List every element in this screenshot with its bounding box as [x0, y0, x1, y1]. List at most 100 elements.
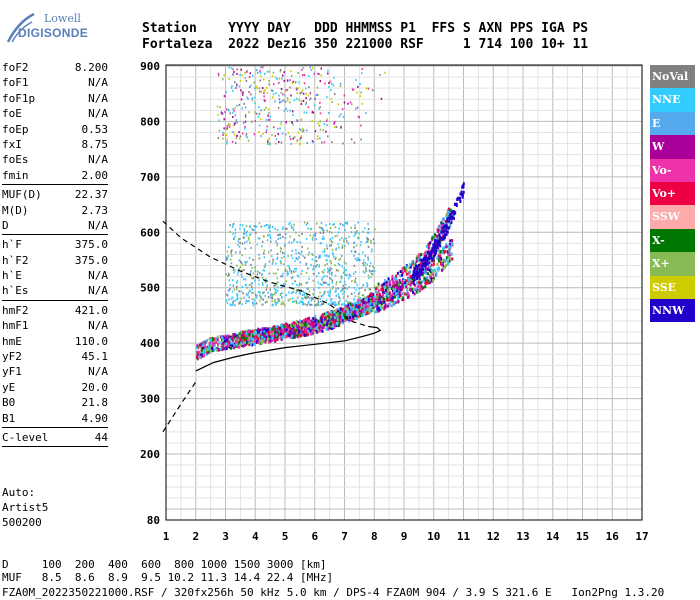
echo-point — [238, 302, 240, 305]
echo-point — [250, 247, 252, 250]
echo-point — [308, 324, 310, 328]
echo-point — [342, 284, 344, 287]
param-row: B1 4.90 — [2, 411, 108, 426]
echo-point — [263, 269, 266, 272]
echo-point — [436, 245, 439, 249]
echo-point — [315, 329, 318, 333]
echo-point — [220, 113, 222, 115]
echo-point — [240, 89, 242, 92]
echo-point — [417, 255, 420, 259]
echo-point — [449, 208, 452, 212]
echo-point — [228, 272, 230, 275]
echo-point — [284, 227, 287, 230]
echo-point — [320, 295, 323, 298]
echo-point — [318, 303, 320, 306]
echo-point — [301, 320, 304, 324]
echo-point — [355, 244, 358, 247]
echo-point — [441, 263, 444, 267]
echo-point — [312, 268, 314, 271]
echo-point — [298, 256, 300, 259]
echo-point — [420, 253, 423, 256]
echo-point — [401, 271, 404, 274]
echo-point — [275, 272, 277, 275]
echo-point — [291, 326, 294, 330]
param-value: N/A — [88, 91, 108, 105]
echo-point — [379, 300, 382, 304]
echo-point — [367, 258, 369, 261]
echo-point — [309, 92, 312, 95]
echo-point — [314, 97, 316, 100]
echo-point — [262, 132, 264, 135]
echo-point — [206, 339, 209, 343]
echo-point — [385, 280, 388, 284]
echo-point — [238, 137, 241, 140]
echo-point — [276, 256, 279, 259]
echo-point — [407, 278, 410, 281]
echo-point — [267, 142, 269, 145]
echo-point — [267, 328, 270, 332]
echo-point — [310, 263, 312, 266]
echo-point — [327, 255, 330, 258]
echo-point — [363, 311, 366, 314]
param-value: 0.53 — [81, 122, 109, 136]
echo-point — [207, 347, 210, 351]
echo-point — [314, 130, 317, 133]
echo-point — [238, 334, 241, 338]
echo-point — [276, 289, 279, 292]
echo-point — [270, 296, 272, 299]
echo-point — [323, 237, 325, 240]
echo-point — [272, 71, 275, 74]
echo-point — [302, 74, 304, 77]
echo-point — [437, 257, 440, 261]
echo-point — [324, 290, 326, 293]
param-row: C-level 44 — [2, 430, 108, 445]
echo-point — [347, 305, 350, 309]
echo-point — [259, 79, 262, 82]
x-tick-label: 17 — [635, 530, 648, 543]
echo-point — [266, 284, 268, 287]
echo-point — [257, 340, 260, 344]
param-row: D N/A — [2, 218, 108, 233]
echo-point — [357, 221, 359, 224]
echo-point — [431, 248, 434, 251]
echo-point — [240, 98, 243, 101]
echo-point — [263, 332, 266, 336]
echo-point — [255, 293, 257, 296]
echo-point — [283, 79, 286, 82]
echo-point — [247, 291, 250, 294]
echo-point — [272, 260, 274, 263]
echo-point — [401, 285, 403, 289]
echo-point — [326, 247, 328, 250]
echo-point — [342, 287, 345, 290]
echo-point — [301, 68, 303, 71]
echo-point — [440, 226, 443, 230]
echo-point — [312, 298, 314, 301]
echo-point — [300, 129, 302, 131]
echo-point — [332, 223, 335, 226]
echo-point — [354, 224, 356, 227]
echo-point — [300, 103, 303, 106]
echo-point — [311, 322, 314, 326]
echo-point — [334, 126, 336, 128]
echo-point — [300, 331, 303, 335]
echo-point — [289, 138, 292, 141]
echo-point — [429, 265, 432, 269]
echo-point — [241, 330, 243, 334]
echo-point — [396, 283, 399, 287]
echo-point — [405, 265, 408, 269]
echo-point — [277, 281, 279, 284]
echo-point — [253, 302, 255, 305]
param-row: h`E N/A — [2, 268, 108, 283]
echo-point — [236, 288, 238, 291]
echo-point — [412, 263, 415, 267]
echo-point — [228, 66, 230, 69]
echo-point — [362, 262, 364, 265]
echo-point — [296, 140, 298, 143]
echo-point — [419, 284, 422, 288]
echo-point — [354, 310, 357, 314]
echo-point — [313, 299, 316, 302]
echo-point — [197, 346, 200, 350]
echo-point — [322, 302, 325, 305]
echo-point — [238, 341, 241, 345]
echo-point — [352, 308, 355, 312]
